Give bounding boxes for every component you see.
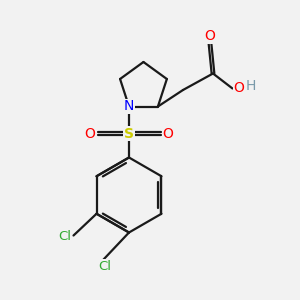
Text: O: O bbox=[205, 29, 215, 43]
Text: O: O bbox=[163, 127, 173, 140]
Text: N: N bbox=[124, 100, 134, 113]
Text: Cl: Cl bbox=[98, 260, 112, 273]
Text: O: O bbox=[85, 127, 95, 140]
Text: Cl: Cl bbox=[58, 230, 71, 243]
Text: S: S bbox=[124, 127, 134, 140]
Text: H: H bbox=[245, 79, 256, 93]
Text: N: N bbox=[124, 100, 134, 113]
Text: O: O bbox=[234, 82, 244, 95]
